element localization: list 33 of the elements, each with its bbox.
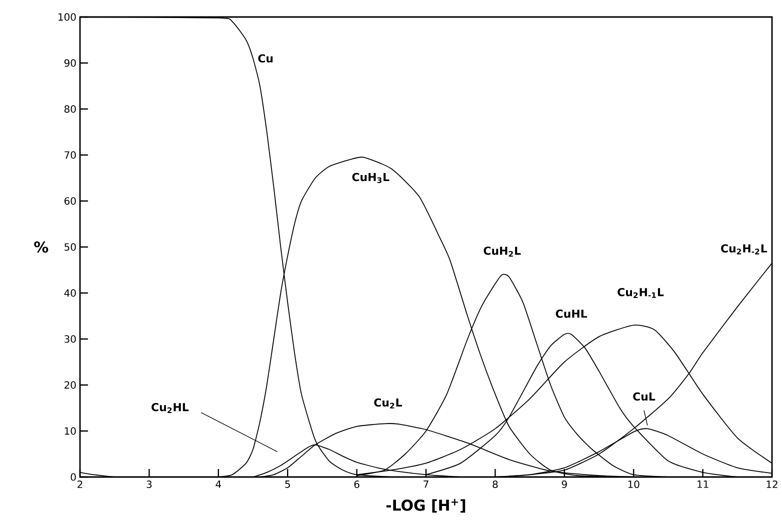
y-tick-label: 20: [64, 381, 76, 389]
x-tick-label: 5: [285, 480, 290, 488]
series-label: Cu$_{2}$L: [374, 398, 402, 408]
x-tick-label: 12: [766, 480, 778, 488]
series-label: Cu$_{2}$H$_{-2}$L: [721, 244, 768, 254]
y-tick-label: 70: [64, 151, 76, 159]
x-tick-label: 10: [628, 480, 640, 488]
x-tick-label: 4: [216, 480, 222, 488]
series-label: CuH$_{3}$L: [352, 172, 390, 184]
x-tick-label: 8: [492, 480, 498, 488]
text: Cu$_{2}$HL: [152, 402, 189, 414]
y-tick-label: 90: [64, 59, 76, 67]
y-tick-label: 60: [64, 197, 76, 205]
y-tick-label: 100: [58, 13, 76, 21]
x-tick-label: 11: [698, 480, 708, 488]
text: CuH$_{2}$L: [484, 246, 521, 257]
y-tick-label: 0: [70, 473, 76, 481]
text: Cu$_{2}$H$_{-1}$L: [618, 288, 664, 298]
y-axis-title: %: [34, 241, 48, 253]
x-tick-label: 6: [354, 480, 360, 488]
y-tick-label: 80: [64, 105, 76, 113]
x-tick-label: 3: [146, 480, 152, 488]
x-tick-label: 2: [78, 480, 82, 488]
text: CuL: [633, 392, 656, 401]
y-tick-label: 10: [64, 427, 76, 435]
y-tick-label: 40: [64, 289, 76, 297]
series-label: Cu: [258, 54, 273, 63]
y-tick-label: 30: [64, 335, 76, 343]
x-tick-label: 9: [562, 480, 567, 488]
y-tick-label: 50: [64, 243, 76, 251]
x-tick-label: 7: [424, 480, 428, 488]
x-axis-title: -LOG [H$^{+}$]: [386, 498, 466, 513]
series-label: CuHL: [556, 310, 588, 318]
